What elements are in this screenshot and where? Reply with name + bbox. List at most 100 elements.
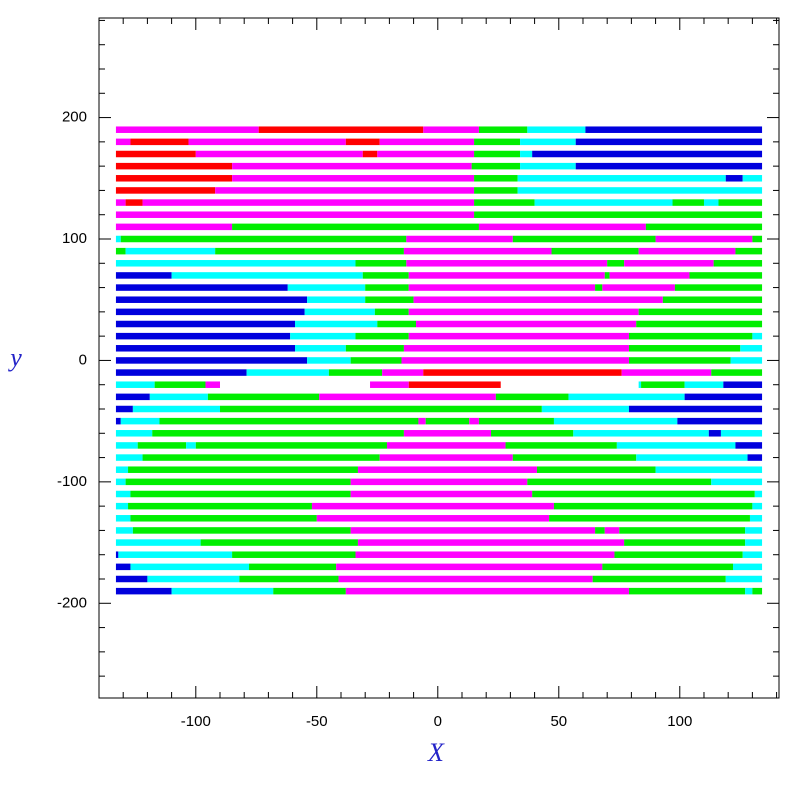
segment	[379, 454, 513, 461]
segment	[258, 126, 424, 133]
segment	[130, 490, 351, 498]
segment	[362, 150, 378, 158]
segment	[125, 478, 351, 486]
y-tick-label: 0	[79, 351, 87, 368]
segment	[287, 284, 366, 291]
segment	[689, 272, 763, 279]
segment	[478, 126, 528, 133]
segment	[130, 563, 250, 571]
segment	[754, 490, 763, 498]
y-tick-label: 200	[62, 109, 87, 126]
segment	[357, 539, 625, 546]
segment	[115, 502, 129, 510]
segment	[711, 369, 763, 376]
segment	[219, 405, 542, 413]
segment	[115, 527, 133, 534]
segment	[474, 187, 518, 194]
segment	[628, 332, 753, 340]
segment	[115, 405, 133, 413]
segment	[616, 442, 736, 449]
segment	[328, 369, 383, 376]
segment	[742, 551, 763, 558]
segment	[607, 260, 625, 267]
segment	[171, 587, 274, 595]
segment	[115, 308, 305, 316]
segment	[115, 345, 296, 352]
segment	[115, 466, 129, 473]
segment	[118, 551, 233, 558]
segment	[195, 442, 387, 449]
segment	[159, 417, 419, 425]
segment	[638, 247, 736, 255]
segment	[357, 466, 538, 473]
segment	[125, 247, 216, 255]
segment	[474, 199, 535, 206]
segment	[120, 235, 407, 243]
segment	[232, 175, 475, 182]
segment	[125, 199, 143, 206]
segment	[115, 417, 121, 425]
segment	[355, 551, 615, 558]
segment	[307, 357, 351, 364]
segment	[215, 187, 475, 194]
segment	[115, 126, 259, 133]
segment	[413, 296, 663, 303]
x-tick-label: 50	[550, 713, 567, 730]
segment	[553, 502, 753, 510]
segment	[534, 199, 673, 206]
segment	[115, 162, 233, 170]
segment	[520, 162, 576, 170]
segment	[674, 284, 763, 291]
segment	[115, 587, 172, 595]
segment	[718, 199, 763, 206]
segment	[628, 345, 741, 352]
segment	[386, 442, 506, 449]
segment	[273, 587, 346, 595]
segment	[115, 381, 155, 388]
y-tick-label: -200	[57, 594, 87, 611]
segment	[745, 587, 753, 595]
segment	[336, 563, 603, 571]
segment	[406, 235, 513, 243]
segment	[154, 381, 206, 388]
segment	[532, 150, 763, 158]
segment	[641, 381, 685, 388]
segment	[128, 502, 312, 510]
segment	[130, 515, 317, 522]
segment	[745, 527, 763, 534]
segment	[115, 235, 121, 243]
segment	[553, 417, 678, 425]
x-tick-label: -100	[181, 713, 211, 730]
segment	[733, 563, 763, 571]
segment	[290, 332, 356, 340]
segment	[115, 223, 233, 231]
segment	[703, 199, 719, 206]
x-tick-label: 100	[667, 713, 692, 730]
segment	[408, 381, 501, 388]
segment	[186, 442, 196, 449]
segment	[115, 490, 131, 498]
segment	[474, 150, 521, 158]
segment	[517, 187, 763, 194]
segment	[655, 466, 763, 473]
segment	[469, 417, 479, 425]
segment	[115, 393, 150, 401]
segment	[350, 527, 596, 534]
segment	[585, 126, 763, 133]
segment	[573, 430, 709, 437]
segment	[474, 175, 518, 182]
segment	[374, 308, 409, 316]
segment	[377, 150, 475, 158]
segment	[609, 272, 690, 279]
segment	[720, 430, 763, 437]
segment	[628, 357, 731, 364]
segment	[319, 393, 496, 401]
segment	[295, 345, 346, 352]
segment	[595, 527, 605, 534]
segment	[355, 332, 409, 340]
segment	[215, 247, 404, 255]
segment	[549, 515, 750, 522]
segment	[512, 454, 637, 461]
segment	[115, 478, 126, 486]
